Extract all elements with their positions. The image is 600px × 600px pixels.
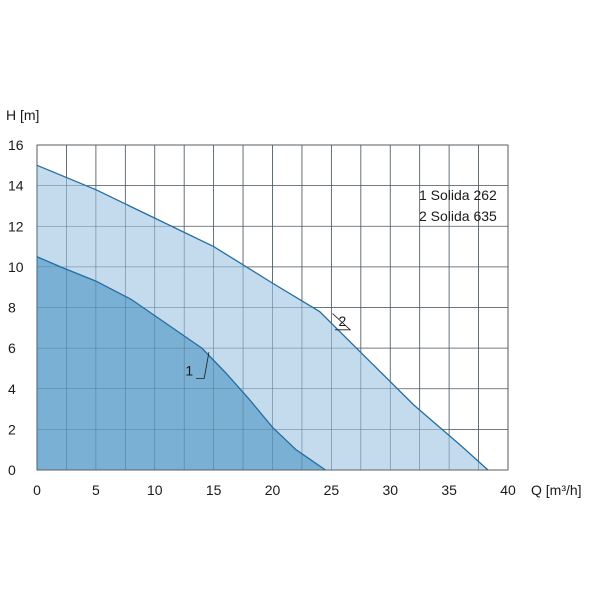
curve-label-leader-2 [332,313,352,331]
y-tick-label: 0 [8,462,16,478]
legend-entry-1: 1 Solida 262 [419,187,497,203]
series-1-area [37,256,326,470]
y-tick-label: 2 [8,421,16,437]
x-tick-label: 5 [92,482,100,498]
legend-entry-2: 2 Solida 635 [419,208,497,224]
y-tick-label: 4 [8,381,16,397]
curve-label-2: 2 [338,313,346,329]
x-tick-label: 0 [33,482,41,498]
y-tick-label: 8 [8,300,16,316]
y-tick-label: 12 [8,218,24,234]
x-tick-label: 35 [441,482,457,498]
x-tick-label: 15 [206,482,222,498]
curve-label-leader-1 [195,352,210,379]
x-tick-label: 10 [147,482,163,498]
y-tick-label: 14 [8,178,24,194]
x-tick-label: 25 [324,482,340,498]
series-2-line [36,164,489,471]
curve-labels: 12 [185,313,352,379]
plot-border [36,144,509,471]
x-axis-label: Q [m³/h] [531,482,582,498]
y-axis-label: H [m] [6,107,39,123]
y-tick-label: 6 [8,340,16,356]
x-tick-label: 40 [500,482,516,498]
series-1-line [36,256,326,471]
x-tick-label: 20 [265,482,281,498]
curve-lines [36,164,489,471]
curve-label-1: 1 [185,362,193,378]
y-tick-label: 16 [8,137,24,153]
y-tick-label: 10 [8,259,24,275]
curve-areas [36,144,509,471]
x-tick-label: 30 [382,482,398,498]
